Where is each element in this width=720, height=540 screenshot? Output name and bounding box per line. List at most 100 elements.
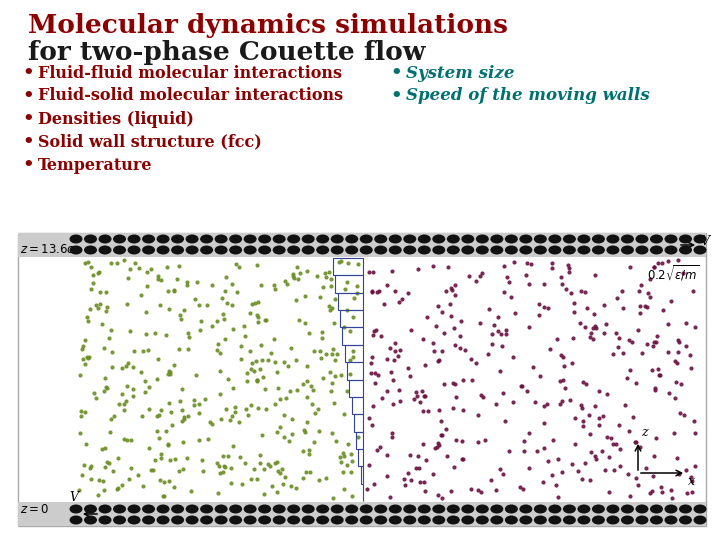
Point	[672, 256, 683, 265]
Point	[690, 461, 701, 470]
Point	[235, 341, 247, 350]
Point	[433, 406, 445, 414]
Point	[351, 282, 363, 291]
Point	[266, 348, 277, 357]
Ellipse shape	[156, 234, 170, 244]
Point	[436, 430, 447, 439]
Point	[217, 467, 228, 476]
Point	[314, 427, 325, 435]
Point	[445, 284, 456, 292]
Point	[353, 259, 364, 268]
Point	[414, 477, 426, 486]
Point	[174, 262, 185, 271]
Point	[294, 268, 306, 277]
Point	[316, 334, 328, 343]
Point	[418, 392, 430, 400]
Point	[636, 281, 647, 289]
Point	[449, 291, 461, 299]
Point	[271, 458, 282, 467]
Point	[417, 407, 428, 416]
Point	[202, 435, 213, 443]
Bar	[338, 293, 363, 310]
Point	[84, 305, 95, 314]
Point	[318, 282, 329, 291]
Point	[99, 463, 110, 471]
Bar	[359, 449, 363, 466]
Point	[542, 303, 554, 312]
Point	[622, 470, 634, 478]
Ellipse shape	[360, 234, 373, 244]
Ellipse shape	[519, 504, 532, 514]
Point	[336, 256, 347, 265]
Point	[94, 267, 105, 276]
Point	[137, 347, 148, 355]
Point	[684, 351, 696, 360]
Point	[214, 349, 225, 357]
Point	[112, 454, 123, 462]
Point	[557, 397, 568, 406]
Point	[127, 384, 139, 393]
Ellipse shape	[462, 234, 474, 244]
Point	[92, 490, 104, 499]
Ellipse shape	[592, 504, 605, 514]
Point	[419, 361, 431, 369]
Point	[626, 338, 638, 346]
Point	[432, 356, 444, 365]
Point	[521, 259, 533, 267]
Point	[377, 394, 388, 402]
Point	[334, 453, 346, 461]
Point	[318, 373, 329, 382]
Point	[499, 417, 510, 426]
Point	[580, 380, 592, 388]
Point	[156, 450, 167, 458]
Point	[258, 490, 270, 498]
Point	[271, 488, 283, 496]
Point	[550, 480, 562, 489]
Ellipse shape	[606, 234, 619, 244]
Point	[367, 267, 379, 276]
Point	[373, 287, 384, 296]
Point	[652, 259, 664, 267]
Point	[128, 347, 140, 355]
Point	[274, 469, 285, 478]
Text: V: V	[69, 491, 78, 504]
Point	[174, 311, 186, 320]
Point	[390, 347, 401, 355]
Point	[492, 326, 504, 335]
Ellipse shape	[302, 516, 315, 524]
Point	[215, 390, 226, 399]
Ellipse shape	[273, 234, 286, 244]
Point	[102, 303, 113, 312]
Point	[448, 379, 459, 387]
Point	[368, 331, 379, 340]
Point	[106, 363, 117, 372]
Point	[379, 299, 390, 308]
Point	[456, 437, 468, 445]
Point	[662, 256, 673, 265]
Point	[585, 476, 596, 484]
Point	[284, 387, 296, 396]
Point	[599, 300, 611, 309]
Point	[384, 493, 396, 502]
Point	[600, 320, 612, 328]
Point	[503, 278, 515, 286]
Point	[121, 300, 132, 308]
Point	[197, 466, 208, 475]
Point	[301, 267, 312, 275]
Point	[176, 406, 187, 415]
Point	[162, 440, 174, 449]
Point	[258, 464, 270, 473]
Point	[552, 492, 564, 501]
Point	[279, 473, 291, 482]
Ellipse shape	[389, 246, 402, 254]
Point	[285, 482, 297, 490]
Point	[212, 316, 223, 325]
Point	[611, 328, 622, 337]
Ellipse shape	[636, 234, 649, 244]
Point	[543, 456, 554, 465]
Point	[611, 294, 623, 302]
Point	[647, 342, 659, 350]
Point	[158, 477, 170, 486]
Point	[500, 325, 511, 334]
Point	[158, 492, 170, 501]
